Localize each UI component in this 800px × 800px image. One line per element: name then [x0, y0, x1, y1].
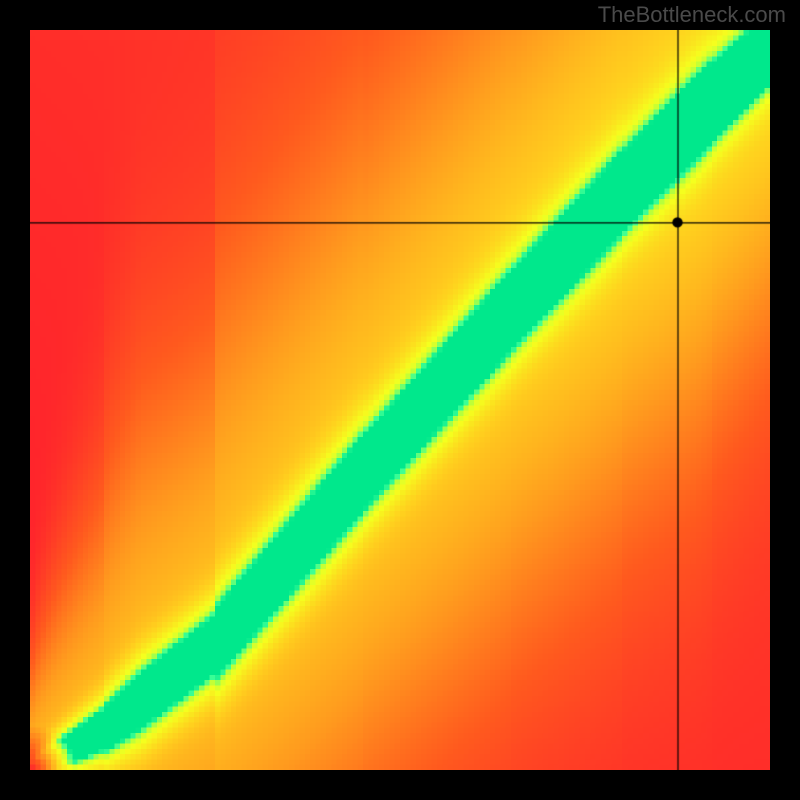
chart-container: TheBottleneck.com [0, 0, 800, 800]
source-watermark: TheBottleneck.com [598, 2, 786, 28]
bottleneck-heatmap [30, 30, 770, 770]
